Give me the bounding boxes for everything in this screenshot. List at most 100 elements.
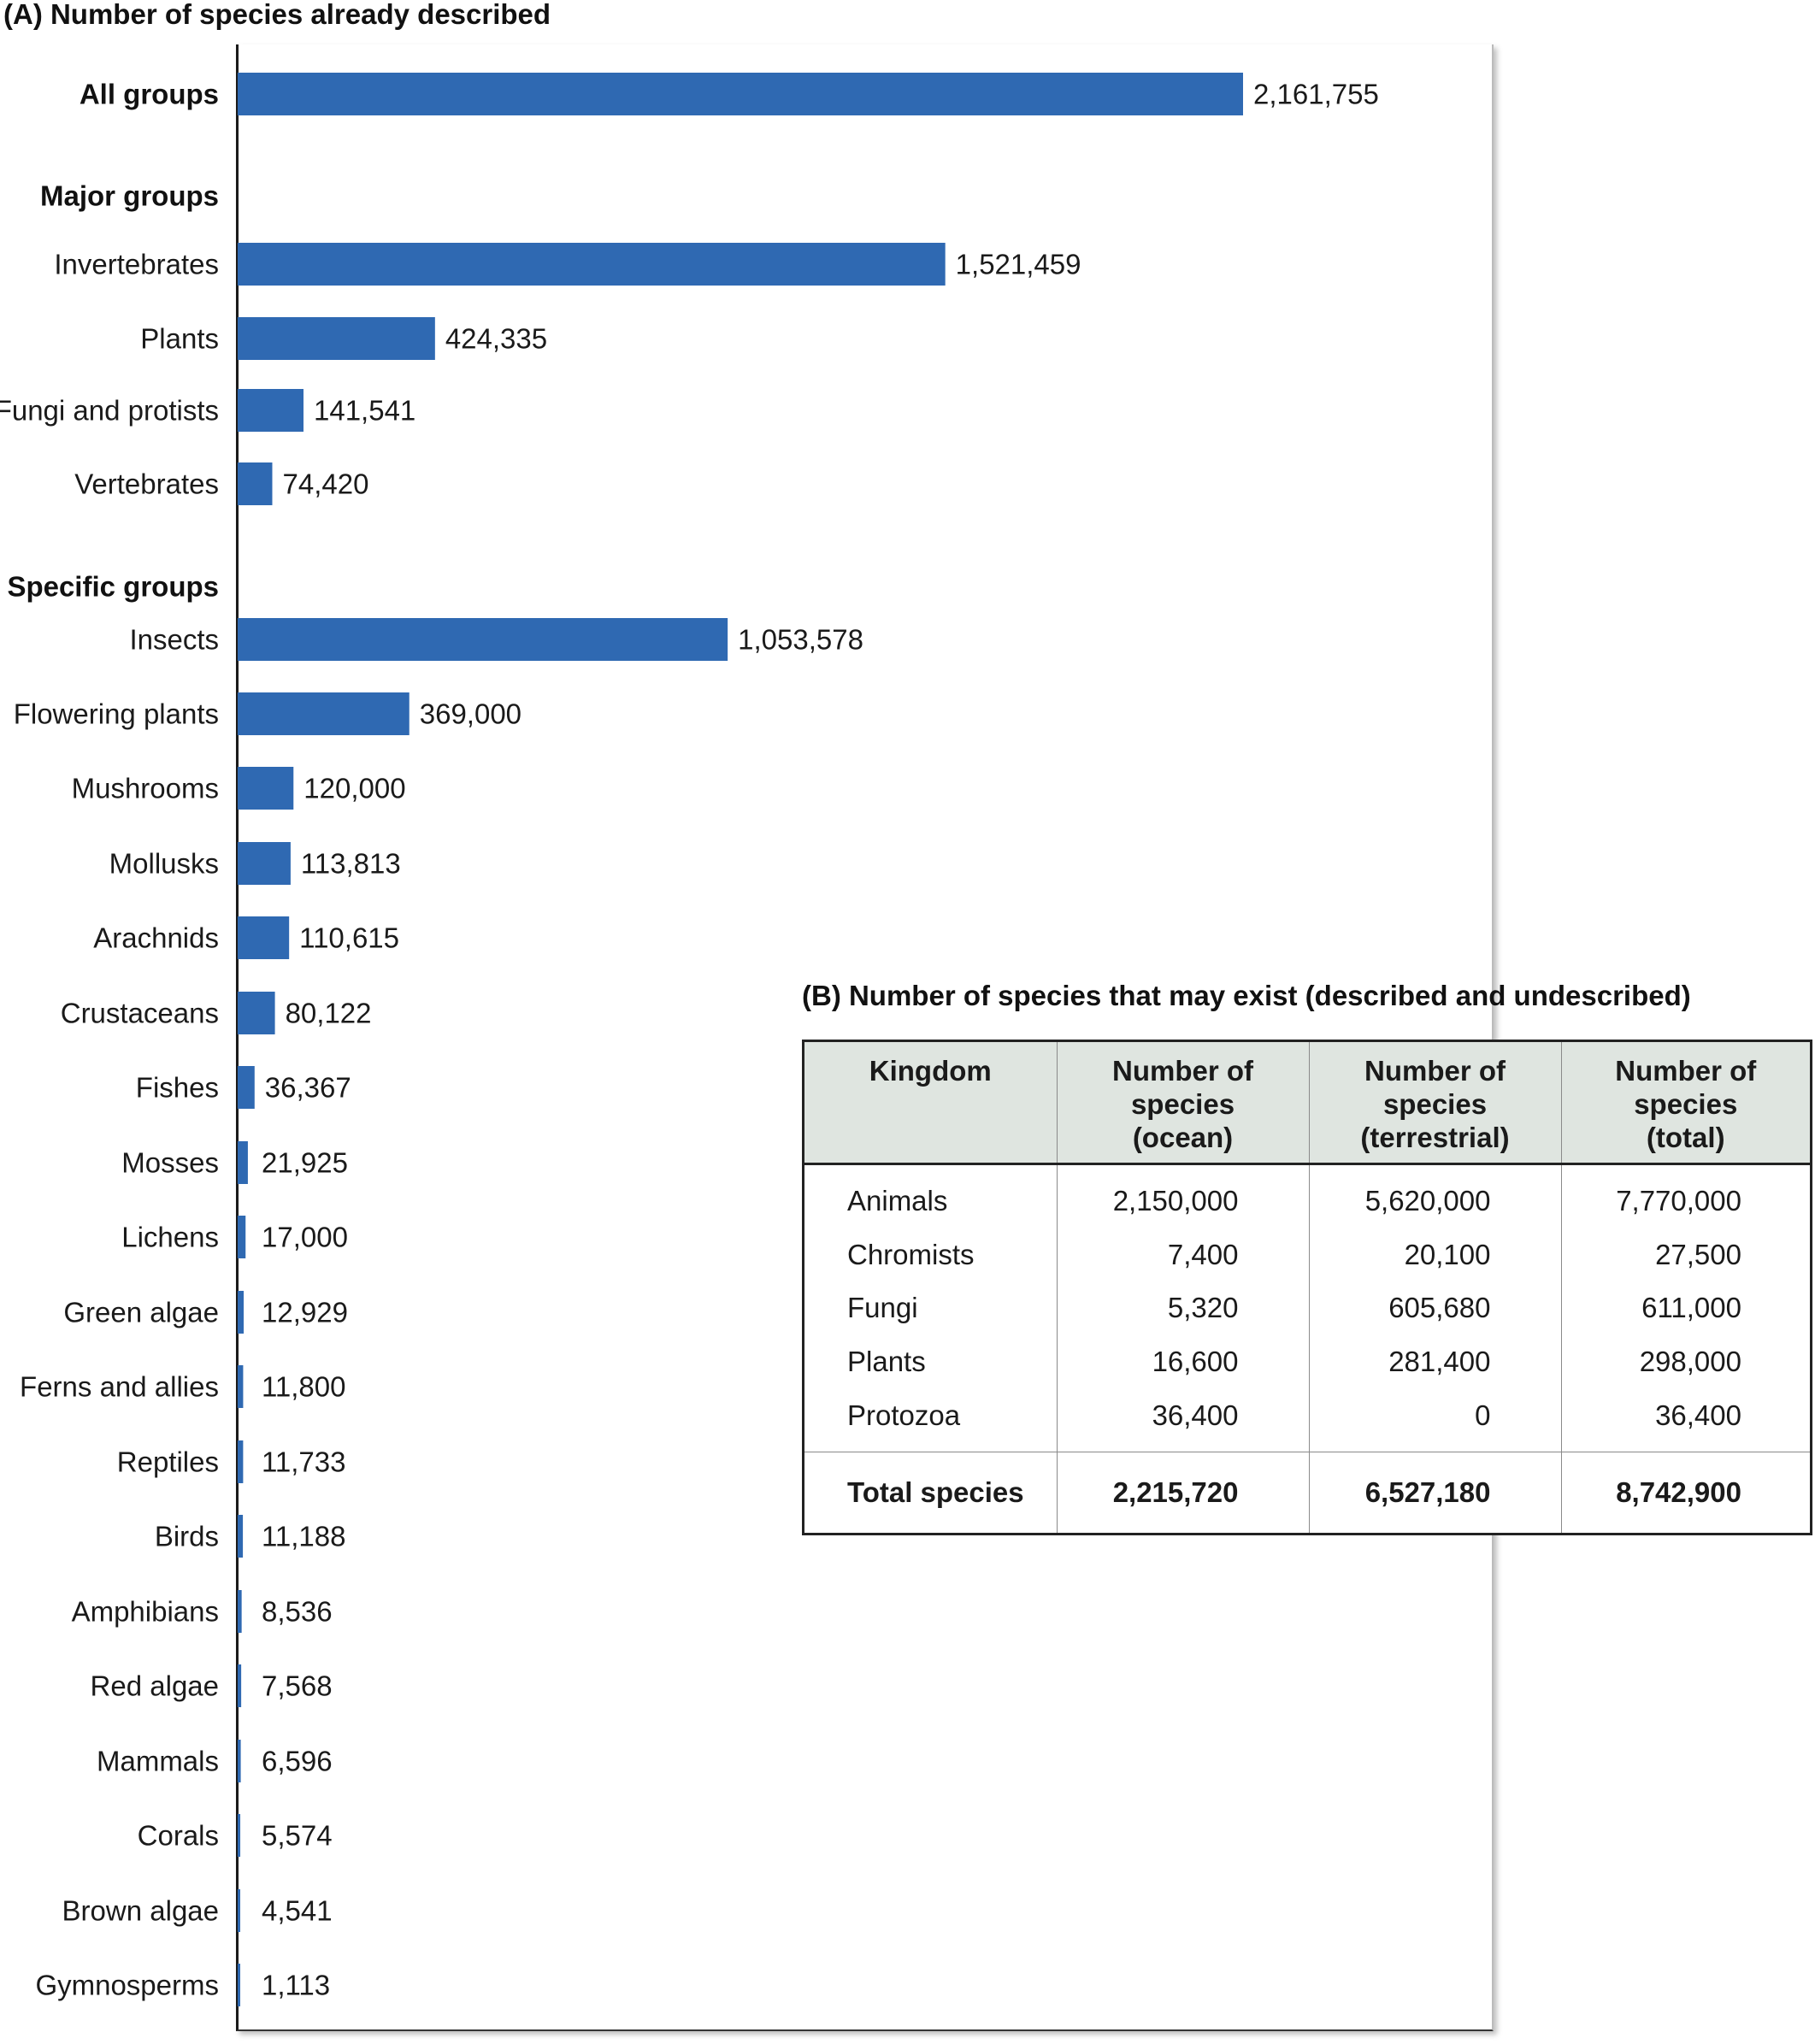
cell-total: 611,000: [1560, 1281, 1810, 1335]
category-label-red-algae: Red algae: [91, 1670, 219, 1702]
value-label-plants: 424,335: [445, 323, 547, 355]
category-label-all-groups: All groups: [80, 79, 219, 110]
cell-kingdom: Plants: [847, 1346, 926, 1378]
category-label-birds: Birds: [155, 1521, 219, 1552]
category-label-corals: Corals: [138, 1820, 219, 1852]
value-label-reptiles: 11,733: [262, 1446, 345, 1478]
cell-ocean: 5,320: [1056, 1281, 1309, 1335]
category-label-invertebrates: Invertebrates: [54, 249, 219, 280]
cell-kingdom: Animals: [847, 1184, 948, 1216]
value-label-gymnosperms: 1,113: [262, 1970, 330, 2001]
header-ocean-line2: species: [1130, 1088, 1235, 1120]
table-title: (B) Number of species that may exist (de…: [802, 980, 1691, 1011]
bar-invertebrates: [238, 243, 946, 286]
category-label-plants: Plants: [140, 323, 219, 355]
header-ocean: Number of species (ocean): [1056, 1042, 1309, 1165]
value-label-brown-algae: 4,541: [262, 1895, 333, 1927]
group-heading-major-groups: Major groups: [40, 180, 219, 212]
bar-mollusks: [238, 842, 291, 885]
plot-area: [236, 44, 1494, 2031]
bar-insects: [238, 618, 728, 661]
cell-total: 27,500: [1560, 1228, 1810, 1282]
table-row: Protozoa 36,400 0 36,400: [804, 1388, 1810, 1452]
category-label-insects: Insects: [129, 624, 219, 656]
header-ocean-line1: Number of: [1112, 1055, 1253, 1087]
category-label-ferns-and-allies: Ferns and allies: [20, 1371, 219, 1403]
bar-mushrooms: [238, 767, 294, 810]
bar-flowering-plants: [238, 692, 410, 735]
category-label-fishes: Fishes: [136, 1072, 219, 1104]
category-label-flowering-plants: Flowering plants: [14, 698, 219, 730]
header-total-line3: (total): [1646, 1122, 1725, 1153]
category-label-amphibians: Amphibians: [72, 1596, 219, 1628]
bar-green-algae: [238, 1291, 245, 1334]
bar-arachnids: [238, 916, 290, 959]
cell-terrestrial: 0: [1308, 1388, 1561, 1452]
header-terrestrial-line2: species: [1382, 1088, 1488, 1120]
bar-brown-algae: [238, 1889, 240, 1932]
bar-lichens: [238, 1216, 246, 1258]
value-label-mushrooms: 120,000: [303, 773, 405, 804]
header-ocean-line3: (ocean): [1132, 1122, 1234, 1153]
header-terrestrial-line3: (terrestrial): [1360, 1122, 1510, 1153]
header-kingdom: Kingdom: [804, 1042, 1057, 1165]
value-label-mosses: 21,925: [262, 1147, 348, 1179]
value-label-arachnids: 110,615: [299, 922, 399, 954]
category-label-mushrooms: Mushrooms: [72, 773, 219, 804]
cell-kingdom: Fungi: [847, 1292, 918, 1324]
table-row: Fungi 5,320 605,680 611,000: [804, 1281, 1810, 1335]
bar-amphibians: [238, 1590, 242, 1633]
value-label-invertebrates: 1,521,459: [956, 249, 1081, 280]
total-ocean: 2,215,720: [1056, 1452, 1309, 1533]
value-label-all-groups: 2,161,755: [1253, 79, 1379, 110]
category-label-lichens: Lichens: [121, 1222, 219, 1253]
cell-kingdom: Chromists: [847, 1238, 975, 1270]
bar-birds: [238, 1515, 244, 1558]
cell-kingdom: Protozoa: [847, 1399, 961, 1432]
bar-reptiles: [238, 1440, 244, 1483]
value-label-mammals: 6,596: [262, 1746, 333, 1777]
cell-total: 298,000: [1560, 1334, 1810, 1389]
value-label-red-algae: 7,568: [262, 1670, 333, 1702]
table-row: Animals 2,150,000 5,620,000 7,770,000: [804, 1163, 1810, 1228]
group-heading-specific-groups: Specific groups: [7, 571, 219, 603]
category-label-crustaceans: Crustaceans: [61, 998, 219, 1029]
species-table: Kingdom Number of species (ocean) Number…: [804, 1042, 1810, 1533]
value-label-amphibians: 8,536: [262, 1596, 333, 1628]
bar-corals: [238, 1814, 241, 1857]
value-label-insects: 1,053,578: [738, 624, 863, 656]
cell-ocean: 2,150,000: [1056, 1163, 1309, 1228]
bar-gymnosperms: [238, 1964, 240, 2006]
value-label-lichens: 17,000: [262, 1222, 348, 1253]
category-label-brown-algae: Brown algae: [62, 1895, 219, 1927]
cell-ocean: 16,600: [1056, 1334, 1309, 1389]
cell-terrestrial: 20,100: [1308, 1228, 1561, 1282]
total-terrestrial: 6,527,180: [1308, 1452, 1561, 1533]
value-label-birds: 11,188: [262, 1521, 345, 1552]
bar-mosses: [238, 1141, 248, 1184]
total-label: Total species: [804, 1452, 1057, 1533]
table-row: Chromists 7,400 20,100 27,500: [804, 1228, 1810, 1282]
category-label-mollusks: Mollusks: [109, 848, 219, 880]
category-label-reptiles: Reptiles: [117, 1446, 219, 1478]
value-label-ferns-and-allies: 11,800: [262, 1371, 345, 1403]
bar-vertebrates: [238, 462, 273, 505]
bar-ferns-and-allies: [238, 1365, 244, 1408]
total-total: 8,742,900: [1560, 1452, 1810, 1533]
category-label-fungi-and-protists: Fungi and protists: [0, 395, 219, 427]
value-label-corals: 5,574: [262, 1820, 333, 1852]
cell-ocean: 36,400: [1056, 1388, 1309, 1452]
bar-crustaceans: [238, 992, 275, 1034]
category-label-vertebrates: Vertebrates: [74, 468, 219, 500]
cell-terrestrial: 5,620,000: [1308, 1163, 1561, 1228]
value-label-green-algae: 12,929: [262, 1297, 348, 1328]
category-label-mammals: Mammals: [97, 1746, 219, 1777]
cell-total: 36,400: [1560, 1388, 1810, 1452]
species-table-panel: Kingdom Number of species (ocean) Number…: [802, 1040, 1812, 1535]
bar-fungi-and-protists: [238, 389, 303, 432]
cell-terrestrial: 605,680: [1308, 1281, 1561, 1335]
table-total-row: Total species 2,215,720 6,527,180 8,742,…: [804, 1452, 1810, 1533]
table-header-row: Kingdom Number of species (ocean) Number…: [804, 1042, 1810, 1165]
bar-mammals: [238, 1740, 241, 1782]
